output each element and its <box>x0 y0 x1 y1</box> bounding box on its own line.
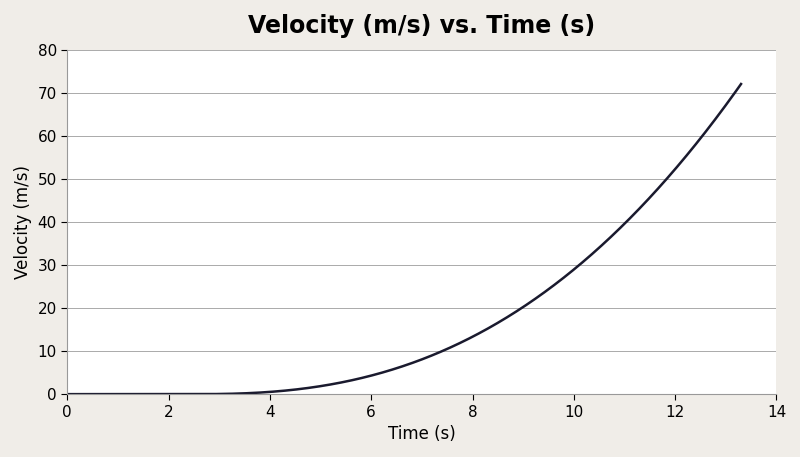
Title: Velocity (m/s) vs. Time (s): Velocity (m/s) vs. Time (s) <box>248 14 595 38</box>
X-axis label: Time (s): Time (s) <box>388 425 456 443</box>
Y-axis label: Velocity (m/s): Velocity (m/s) <box>14 165 32 279</box>
